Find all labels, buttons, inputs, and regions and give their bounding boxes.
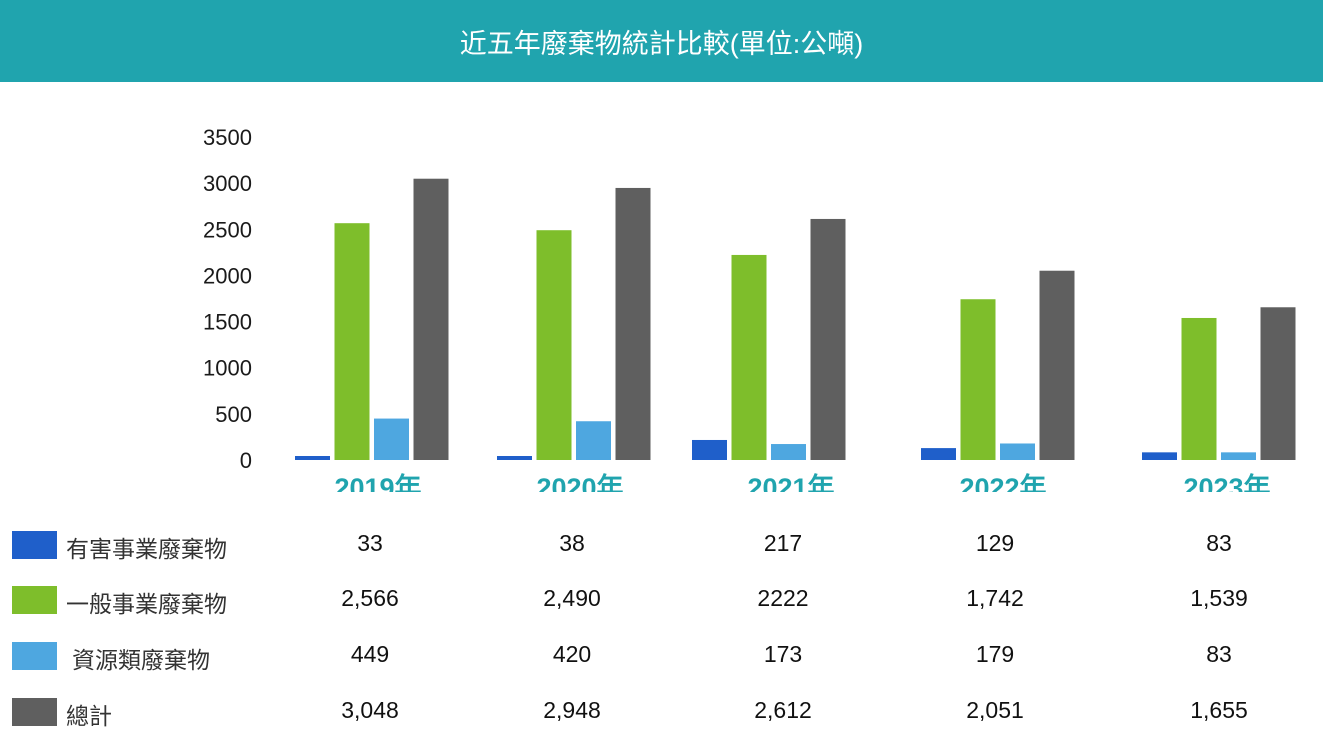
bar-1-2019年: [295, 456, 330, 460]
table-cell: 420: [552, 641, 592, 667]
y-tick-label: 2500: [203, 217, 252, 242]
table-cell: 1,539: [1190, 585, 1248, 611]
bar-1-2022年: [921, 448, 956, 460]
legend-swatch: [12, 698, 57, 726]
table-cell: 449: [350, 641, 390, 667]
series-label: 一般事業廢棄物: [66, 592, 227, 618]
bar-4-2023年: [1260, 307, 1296, 460]
table-cell: 1,655: [1190, 697, 1248, 723]
bar-4-2020年: [615, 187, 651, 460]
legend-swatch: [12, 586, 57, 614]
bar-3-2020年: [576, 421, 611, 460]
x-category-label: 2023年: [1183, 472, 1270, 492]
table-cell: 2,051: [966, 697, 1024, 723]
chart-title: 近五年廢棄物統計比較(單位:公噸): [459, 28, 864, 59]
bar-2-2020年: [536, 230, 572, 460]
y-tick-label: 1500: [203, 310, 252, 335]
table-cell: 2222: [757, 585, 809, 611]
table-row: 有害事業廢棄物 33 38 217 129 83: [0, 525, 1323, 565]
table-row: 一般事業廢棄物 2,566 2,490 2222 1,742 1,539: [0, 580, 1323, 620]
y-tick-label: 500: [215, 402, 252, 427]
chart-title-banner: 近五年廢棄物統計比較(單位:公噸): [0, 0, 1323, 82]
table-cell: 2,490: [543, 585, 601, 611]
bar-1-2021年: [692, 439, 727, 460]
table-row: 資源類廢棄物 449 420 173 179 83: [0, 636, 1323, 676]
table-cell: 217: [763, 530, 803, 556]
legend-swatch: [12, 642, 57, 670]
bar-4-2021年: [810, 218, 846, 460]
table-cell: 83: [1206, 530, 1232, 556]
bar-3-2021年: [771, 444, 806, 460]
table-cell: 179: [975, 641, 1015, 667]
x-category-label: 2022年: [959, 472, 1046, 492]
bar-3-2019年: [374, 418, 409, 460]
y-tick-label: 1000: [203, 356, 252, 381]
series-label: 有害事業廢棄物: [66, 537, 227, 563]
table-row: 總計 3,048 2,948 2,612 2,051 1,655: [0, 692, 1323, 732]
y-tick-label: 3000: [203, 171, 252, 196]
bar-2-2022年: [960, 299, 996, 460]
table-cell: 3,048: [341, 697, 399, 723]
x-category-label: 2019年: [334, 472, 421, 492]
table-cell: 173: [763, 641, 803, 667]
bar-3-2023年: [1221, 452, 1256, 460]
bar-2-2019年: [334, 223, 370, 460]
bar-4-2022年: [1039, 270, 1075, 460]
bar-1-2020年: [497, 456, 532, 460]
series-label: 資源類廢棄物: [72, 648, 210, 674]
table-cell: 38: [559, 530, 585, 556]
table-cell: 2,948: [543, 697, 601, 723]
y-tick-label: 2000: [203, 263, 252, 288]
bar-chart: 0 500 1000 1500 2000 2500 3000 3500 2019年 2020年 20…: [203, 125, 1296, 492]
x-category-label: 2020年: [536, 472, 623, 492]
legend-swatch: [12, 531, 57, 559]
bar-2-2023年: [1181, 317, 1217, 460]
bar-4-2019年: [413, 178, 449, 460]
table-cell: 1,742: [966, 585, 1024, 611]
series-label: 總計: [66, 704, 112, 730]
y-tick-label: 3500: [203, 125, 252, 150]
table-cell: 2,612: [754, 697, 812, 723]
bar-2-2021年: [731, 254, 767, 460]
x-category-label: 2021年: [747, 472, 834, 492]
bar-1-2023年: [1142, 452, 1177, 460]
table-cell: 2,566: [341, 585, 399, 611]
table-cell: 129: [975, 530, 1015, 556]
table-cell: 83: [1206, 641, 1232, 667]
table-cell: 33: [357, 530, 383, 556]
y-tick-label: 0: [240, 448, 252, 473]
bar-3-2022年: [1000, 443, 1035, 460]
